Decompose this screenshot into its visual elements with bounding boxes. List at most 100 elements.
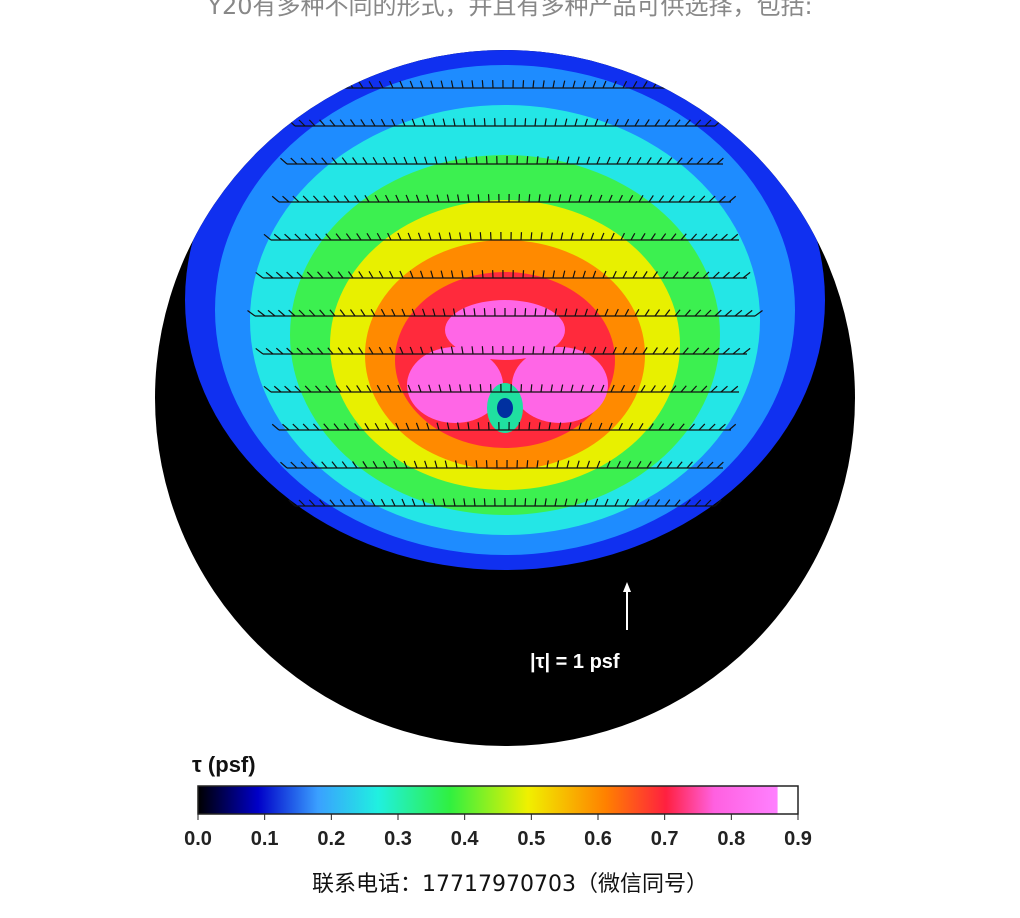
vector (576, 460, 580, 469)
colorbar-tick-label: 0.3 (384, 828, 412, 850)
vector (554, 498, 558, 507)
vector (588, 194, 593, 203)
vector (397, 384, 402, 393)
vector (436, 422, 440, 431)
vector (568, 194, 572, 203)
vector (674, 119, 681, 127)
vector (568, 422, 572, 431)
vector (690, 385, 698, 393)
vector (674, 309, 681, 317)
vector (271, 423, 280, 431)
vector (273, 385, 282, 393)
vector (706, 157, 714, 165)
vector (461, 80, 464, 89)
vector (368, 81, 374, 89)
vector (572, 270, 576, 279)
vector (339, 499, 346, 507)
vector (401, 118, 406, 127)
vector (542, 346, 545, 355)
vector (308, 119, 316, 127)
vector (469, 232, 472, 241)
vector (350, 119, 356, 127)
vector (536, 460, 539, 469)
vector (646, 157, 652, 165)
vector (686, 157, 693, 165)
vector (720, 233, 728, 241)
vector (720, 385, 728, 393)
vector (473, 308, 476, 317)
vector (366, 385, 372, 393)
colorbar-tick-label: 0.5 (517, 828, 545, 850)
vector (463, 308, 466, 317)
vector (467, 422, 470, 431)
vector (534, 498, 537, 507)
vector (463, 118, 466, 127)
vector (483, 118, 486, 127)
vector (698, 195, 706, 203)
vector (430, 346, 434, 355)
vector (345, 385, 352, 393)
vector (389, 80, 394, 89)
vector (483, 498, 486, 507)
vector (612, 80, 617, 89)
vector (538, 194, 541, 203)
vector (378, 346, 384, 355)
vector (432, 308, 436, 317)
vector (405, 194, 410, 203)
vector (650, 385, 656, 393)
vector (475, 156, 478, 165)
vector (372, 460, 378, 469)
vector (454, 156, 458, 165)
vector (546, 156, 549, 165)
vector (668, 423, 675, 431)
vector (676, 461, 683, 469)
vector (296, 271, 304, 279)
vector (282, 195, 290, 203)
vector (300, 157, 308, 165)
vector (459, 384, 462, 393)
vector (682, 81, 689, 89)
vector (640, 385, 646, 393)
vector (606, 460, 611, 469)
vector (604, 498, 609, 507)
vector (426, 194, 430, 203)
vector (263, 385, 272, 393)
vector (378, 80, 384, 89)
vector (310, 157, 318, 165)
vector (473, 118, 476, 127)
vector (370, 498, 376, 507)
vector (407, 232, 412, 241)
vector (376, 384, 382, 393)
vector (644, 119, 650, 127)
vector (454, 460, 458, 469)
vector (544, 308, 547, 317)
vector (471, 270, 474, 279)
vector (624, 308, 630, 317)
vector (341, 461, 348, 469)
vector (428, 384, 432, 393)
vector (308, 499, 316, 507)
vector (380, 308, 386, 317)
vector (526, 156, 529, 165)
vector (678, 423, 685, 431)
vector (465, 460, 468, 469)
vector (312, 423, 320, 431)
vector (446, 194, 450, 203)
vector (524, 118, 527, 127)
figure: |τ| = 1 psf τ (psf) 0.0 0.1 0.2 0.3 0.4 0.5 0.… (155, 50, 855, 850)
vector (354, 423, 360, 431)
vector (718, 423, 726, 431)
vector (542, 80, 545, 89)
vector (452, 118, 456, 127)
vector (580, 232, 584, 241)
vector (422, 498, 426, 507)
vector (247, 310, 256, 317)
vector (622, 80, 628, 89)
footer-text: 联系电话：17717970703（微信同号） (312, 872, 708, 897)
vector (399, 80, 404, 89)
vector (606, 156, 611, 165)
vector (317, 271, 324, 279)
vector (473, 498, 476, 507)
vector (624, 498, 630, 507)
vector (452, 308, 456, 317)
